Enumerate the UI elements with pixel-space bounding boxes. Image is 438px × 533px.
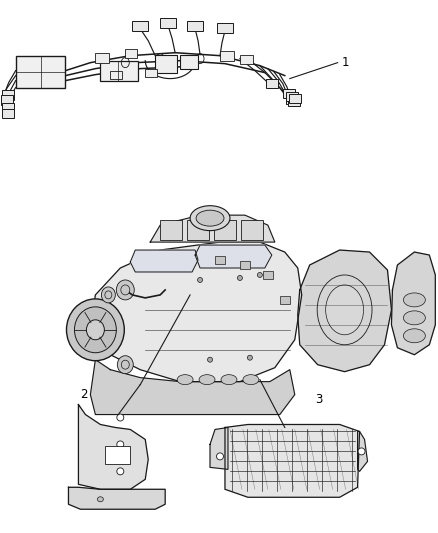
Polygon shape [392, 252, 435, 355]
Bar [145, 69, 157, 77]
Bar [187, 21, 203, 31]
Ellipse shape [121, 360, 129, 369]
Bar [240, 261, 250, 269]
Bar [2, 90, 14, 100]
Polygon shape [195, 245, 272, 268]
Ellipse shape [403, 311, 425, 325]
Bar [95, 53, 110, 63]
Bar [286, 92, 298, 101]
Bar [266, 78, 278, 87]
Ellipse shape [403, 329, 425, 343]
Bar [289, 94, 301, 102]
Ellipse shape [326, 285, 364, 335]
Bar [160, 220, 182, 240]
Bar [241, 220, 263, 240]
Ellipse shape [117, 468, 124, 475]
Bar [240, 55, 253, 63]
Polygon shape [130, 250, 198, 272]
Ellipse shape [216, 453, 223, 460]
Bar [160, 18, 176, 28]
Polygon shape [68, 487, 165, 509]
Ellipse shape [198, 278, 202, 282]
Ellipse shape [403, 293, 425, 307]
Polygon shape [150, 215, 275, 242]
Bar [217, 23, 233, 33]
Ellipse shape [237, 276, 242, 280]
Bar [132, 21, 148, 31]
Bar [155, 55, 177, 72]
Ellipse shape [221, 375, 237, 385]
Ellipse shape [101, 287, 115, 303]
Ellipse shape [117, 441, 124, 448]
Bar [16, 55, 66, 87]
Bar [100, 61, 138, 80]
Ellipse shape [86, 320, 104, 340]
Bar [283, 88, 295, 98]
Polygon shape [298, 250, 392, 372]
Text: 2: 2 [81, 388, 88, 401]
Ellipse shape [208, 357, 212, 362]
Ellipse shape [190, 206, 230, 231]
Ellipse shape [67, 299, 124, 361]
Ellipse shape [117, 280, 134, 300]
Bar [106, 447, 130, 464]
Bar [280, 296, 290, 304]
Ellipse shape [196, 210, 224, 226]
Ellipse shape [121, 285, 130, 295]
Bar [286, 94, 298, 103]
Ellipse shape [177, 375, 193, 385]
Ellipse shape [105, 291, 112, 299]
Bar [187, 220, 209, 240]
Text: 3: 3 [314, 393, 322, 406]
Ellipse shape [97, 497, 103, 502]
Bar [263, 271, 273, 279]
Bar [2, 109, 14, 118]
Bar [2, 102, 14, 112]
Bar [214, 220, 236, 240]
Text: 1: 1 [342, 56, 349, 69]
Polygon shape [88, 242, 302, 382]
Ellipse shape [199, 375, 215, 385]
Bar [1, 94, 13, 104]
Bar [288, 96, 300, 106]
Polygon shape [78, 405, 148, 489]
Bar [125, 49, 137, 58]
Ellipse shape [243, 375, 259, 385]
Ellipse shape [258, 272, 262, 278]
Polygon shape [90, 360, 295, 415]
Ellipse shape [358, 448, 365, 455]
Ellipse shape [74, 307, 117, 353]
Bar [180, 55, 198, 69]
Ellipse shape [117, 414, 124, 421]
Polygon shape [225, 424, 360, 497]
Polygon shape [210, 427, 228, 470]
Ellipse shape [247, 355, 252, 360]
Ellipse shape [117, 356, 133, 374]
Bar [215, 256, 225, 264]
Bar [220, 51, 234, 61]
Polygon shape [357, 432, 367, 471]
Bar [110, 71, 122, 78]
